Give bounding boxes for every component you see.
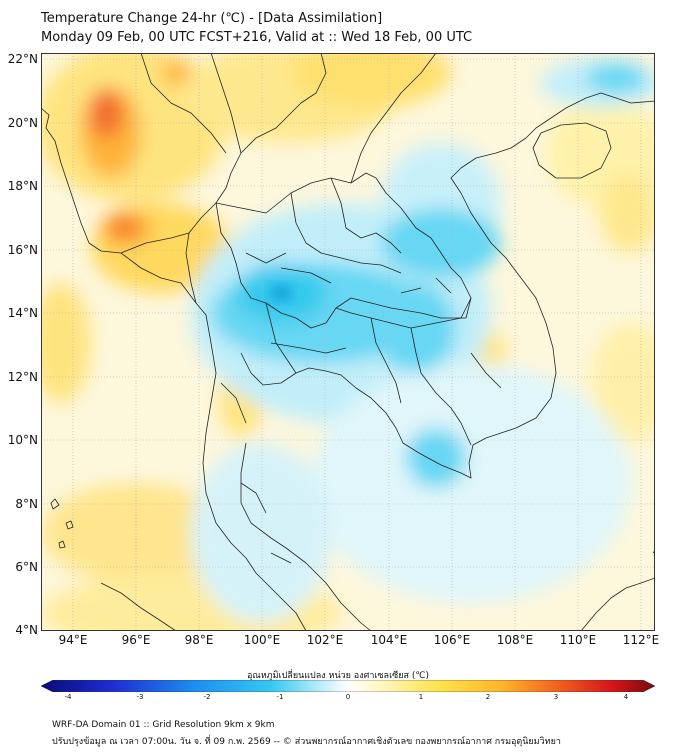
- lat-label-6: 6°N: [15, 560, 38, 574]
- lat-label-18: 18°N: [7, 179, 38, 193]
- colorbar-tick: -2: [203, 693, 211, 701]
- colorbar-tick: -4: [64, 693, 72, 701]
- colorbar-tick: 3: [553, 693, 559, 701]
- graticule: [41, 53, 655, 631]
- lat-label-16: 16°N: [7, 243, 38, 257]
- lat-label-14: 14°N: [7, 306, 38, 320]
- lon-label-106: 106°E: [433, 633, 471, 647]
- lon-label-96: 96°E: [121, 633, 151, 647]
- colorbar: [41, 680, 655, 692]
- lon-label-108: 108°E: [496, 633, 534, 647]
- temperature-change-map: [41, 53, 655, 631]
- colorbar-tick: -1: [276, 693, 284, 701]
- lon-label-112: 112°E: [622, 633, 660, 647]
- country-borders: [41, 53, 655, 631]
- lat-label-20: 20°N: [7, 116, 38, 130]
- colorbar-tick: 4: [623, 693, 629, 701]
- footer-credit: ปรับปรุงข้อมูล ณ เวลา 07:00น. วัน จ. ที่…: [52, 737, 561, 747]
- lon-label-94: 94°E: [58, 633, 88, 647]
- temperature-field: [41, 53, 655, 631]
- footer-resolution: WRF-DA Domain 01 :: Grid Resolution 9km …: [52, 720, 275, 730]
- chart-title: Temperature Change 24-hr (℃) - [Data Ass…: [41, 11, 383, 26]
- lat-label-12: 12°N: [7, 370, 38, 384]
- lon-label-98: 98°E: [184, 633, 214, 647]
- colorbar-tick: 1: [418, 693, 424, 701]
- colorbar-title: อุณหภูมิเปลี่ยนแปลง หน่วย องศาเซลเซียส (…: [246, 671, 430, 681]
- lon-label-104: 104°E: [370, 633, 408, 647]
- colorbar-ramp: [41, 680, 655, 692]
- lat-label-22: 22°N: [7, 52, 38, 66]
- lat-label-10: 10°N: [7, 433, 38, 447]
- colorbar-tick: -3: [136, 693, 144, 701]
- lon-label-102: 102°E: [306, 633, 344, 647]
- lat-label-8: 8°N: [15, 497, 38, 511]
- lon-label-110: 110°E: [559, 633, 597, 647]
- chart-subtitle: Monday 09 Feb, 00 UTC FCST+216, Valid at…: [41, 30, 473, 45]
- colorbar-tick: 2: [485, 693, 491, 701]
- lat-label-4: 4°N: [15, 623, 38, 637]
- colorbar-tick: 0: [345, 693, 351, 701]
- lon-label-100: 100°E: [243, 633, 281, 647]
